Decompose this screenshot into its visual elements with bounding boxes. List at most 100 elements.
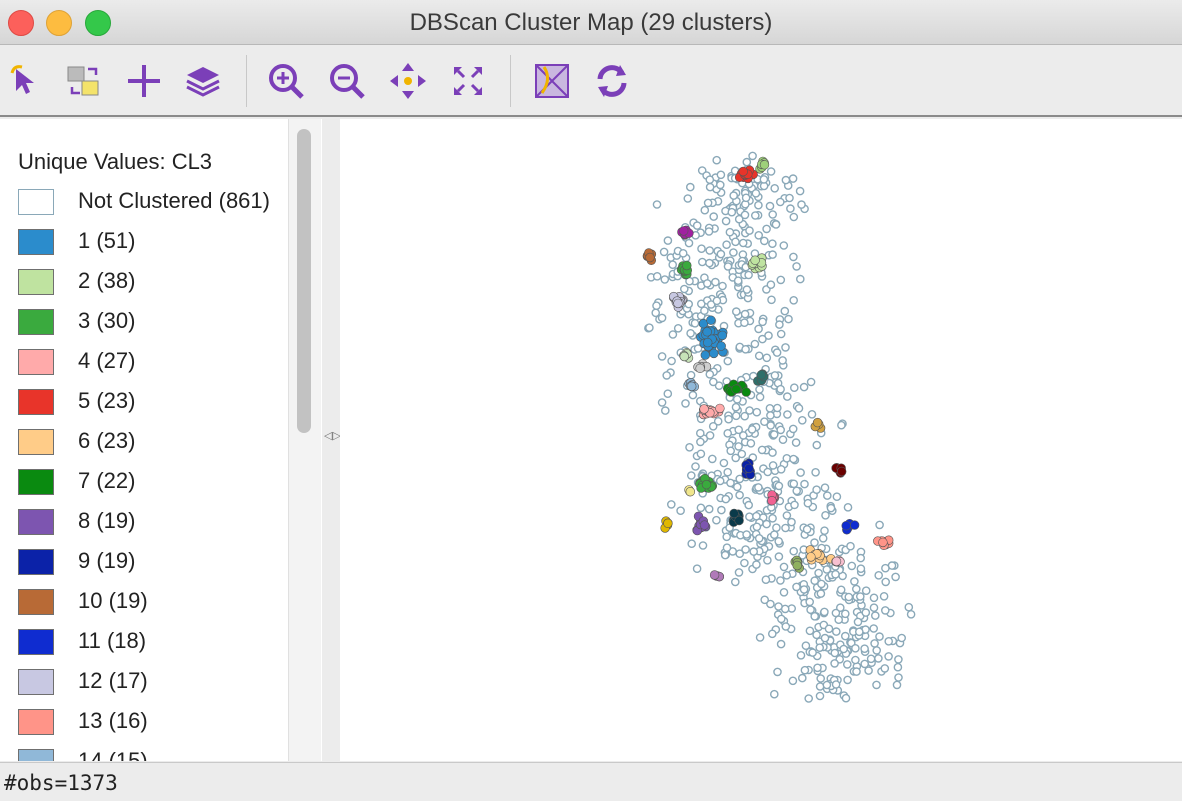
selection-mode-icon[interactable] [62,59,106,103]
legend-swatch [18,509,54,535]
unclustered-point [789,252,798,262]
unclustered-point [812,440,822,450]
unclustered-point [662,371,672,380]
unclustered-point [754,351,764,361]
unclustered-point [723,467,733,477]
unclustered-point [818,533,828,543]
minimize-window-button[interactable] [46,10,72,36]
unclustered-point [761,575,771,585]
close-window-button[interactable] [8,10,34,36]
cluster-point [731,384,741,394]
unclustered-point [797,415,807,425]
unclustered-point [768,210,778,219]
add-icon[interactable] [122,59,166,103]
legend-item[interactable]: 13 (16) [0,701,290,741]
unclustered-point [869,593,879,603]
unclustered-point [776,425,786,435]
unclustered-point [788,424,798,434]
full-extent-icon[interactable] [446,59,490,103]
legend-item[interactable]: 5 (23) [0,381,290,421]
unclustered-point [767,295,776,305]
refresh-icon[interactable] [590,59,634,103]
legend-item[interactable]: 9 (19) [0,541,290,581]
cluster-point [703,337,713,348]
unclustered-point [751,189,761,198]
unclustered-point [769,689,779,699]
zoom-in-icon[interactable] [264,59,308,103]
legend-item[interactable]: 8 (19) [0,501,290,541]
legend-item[interactable]: 14 (15) [0,741,290,761]
unclustered-point [869,603,879,613]
unclustered-point [789,546,799,556]
legend-swatch [18,429,54,455]
unclustered-point [726,446,736,456]
scrollbar-thumb[interactable] [297,129,311,433]
legend-scrollbar[interactable] [288,119,321,761]
legend-item[interactable]: 6 (23) [0,421,290,461]
unclustered-point [713,416,723,426]
unclustered-point [824,624,834,634]
unclustered-point [673,323,683,333]
obs-count: #obs=1373 [4,771,118,795]
unclustered-point [715,476,725,486]
cluster-point [738,166,748,177]
unclustered-point [789,479,799,489]
legend-swatch [18,349,54,375]
basemap-icon[interactable] [530,59,574,103]
unclustered-point [752,522,762,532]
unclustered-point [906,609,916,619]
layers-icon[interactable] [181,59,225,103]
pan-icon[interactable] [386,59,430,103]
legend-item[interactable]: 1 (51) [0,221,290,261]
unclustered-point [766,599,775,609]
unclustered-point [738,431,748,440]
cluster-point [806,552,816,562]
map-canvas[interactable] [340,119,1182,761]
legend-label: 11 (18) [78,628,147,653]
unclustered-point [705,431,715,440]
unclustered-point [831,569,840,579]
unclustered-point [779,562,789,572]
unclustered-point [839,644,849,654]
unclustered-point [768,448,777,457]
zoom-out-icon[interactable] [325,59,369,103]
maximize-window-button[interactable] [85,10,111,36]
unclustered-point [814,568,823,578]
unclustered-point [668,260,678,269]
legend-item[interactable]: 10 (19) [0,581,290,621]
unclustered-point [796,651,806,660]
legend-item[interactable]: 12 (17) [0,661,290,701]
legend-item[interactable]: 7 (22) [0,461,290,501]
unclustered-point [645,323,654,332]
legend-item[interactable]: 2 (38) [0,261,290,301]
legend-item[interactable]: 4 (27) [0,341,290,381]
unclustered-point [875,632,884,641]
unclustered-point [781,343,790,352]
unclustered-point [705,182,715,192]
panel-splitter[interactable]: ◁▷ [322,119,341,761]
cluster-point [695,363,705,374]
unclustered-point [652,200,662,209]
unclustered-point [826,503,836,513]
unclustered-point [741,344,750,354]
legend-panel[interactable]: Unique Values: CL3 Not Clustered (861) 1 … [0,119,323,761]
legend-item[interactable]: 11 (18) [0,621,290,661]
unclustered-point [730,577,740,587]
unclustered-point [779,241,789,250]
unclustered-point [844,592,854,602]
map-points [642,151,916,703]
unclustered-point [712,515,721,525]
unclustered-point [834,615,844,625]
legend-item[interactable]: 3 (30) [0,301,290,341]
unclustered-point [734,214,744,224]
unclustered-point [815,643,825,653]
legend-item[interactable]: Not Clustered (861) [0,181,290,221]
unclustered-point [731,237,740,247]
unclustered-point [774,602,783,611]
select-pointer-icon[interactable] [4,59,48,103]
cluster-point [792,560,802,571]
unclustered-point [807,409,817,419]
unclustered-point [697,257,707,267]
splitter-handle-icon[interactable]: ◁▷ [324,430,341,442]
unclustered-point [774,481,784,491]
